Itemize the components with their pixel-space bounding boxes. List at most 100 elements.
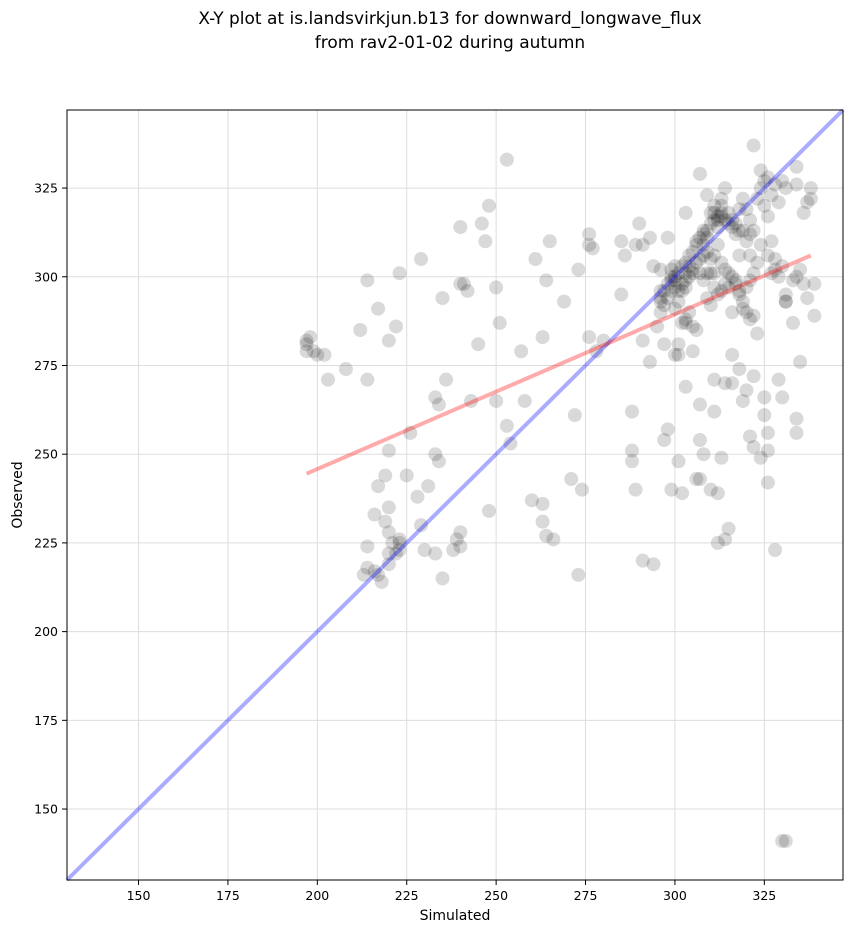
data-point bbox=[743, 312, 758, 327]
data-point bbox=[685, 262, 700, 277]
data-point bbox=[743, 248, 758, 263]
data-point bbox=[775, 833, 790, 848]
data-point bbox=[564, 472, 579, 487]
data-point bbox=[542, 234, 557, 249]
data-point bbox=[703, 252, 718, 267]
data-point bbox=[399, 468, 414, 483]
data-point bbox=[635, 237, 650, 252]
data-point bbox=[743, 213, 758, 227]
data-point bbox=[689, 237, 704, 252]
data-point bbox=[732, 362, 747, 377]
data-point bbox=[703, 216, 718, 231]
data-point bbox=[667, 269, 682, 284]
data-point bbox=[807, 276, 822, 291]
data-point bbox=[310, 347, 325, 362]
data-point bbox=[728, 216, 743, 231]
data-point bbox=[696, 227, 711, 242]
grid bbox=[67, 110, 843, 880]
data-point bbox=[771, 372, 786, 387]
data-point bbox=[717, 262, 732, 277]
data-point bbox=[725, 305, 740, 320]
data-point bbox=[446, 543, 461, 557]
data-point bbox=[689, 255, 704, 270]
data-point bbox=[714, 255, 729, 270]
data-point bbox=[732, 248, 747, 263]
data-point bbox=[660, 276, 675, 291]
data-point bbox=[696, 248, 711, 263]
data-point bbox=[628, 482, 643, 497]
data-point bbox=[803, 181, 818, 196]
data-point bbox=[671, 347, 686, 362]
data-point bbox=[692, 252, 707, 267]
data-point bbox=[692, 166, 707, 181]
data-point bbox=[685, 344, 700, 359]
data-point bbox=[664, 262, 679, 277]
data-point bbox=[696, 447, 711, 462]
y-tick-label: 225 bbox=[34, 535, 58, 550]
data-point bbox=[410, 489, 425, 504]
data-point bbox=[675, 486, 690, 501]
data-point bbox=[768, 262, 783, 277]
data-point bbox=[707, 198, 722, 213]
data-point bbox=[732, 283, 747, 298]
x-tick-label: 150 bbox=[127, 888, 151, 903]
data-point bbox=[381, 500, 396, 515]
data-point bbox=[360, 560, 375, 575]
data-point bbox=[678, 255, 693, 270]
data-point bbox=[667, 280, 682, 295]
data-point bbox=[778, 833, 793, 848]
data-point bbox=[746, 440, 761, 455]
data-point bbox=[657, 283, 672, 298]
data-point bbox=[299, 337, 314, 352]
data-point bbox=[757, 173, 772, 188]
data-point bbox=[392, 535, 407, 550]
data-point bbox=[807, 308, 822, 323]
data-point bbox=[528, 252, 543, 267]
y-tick-label: 250 bbox=[34, 447, 58, 462]
data-point bbox=[692, 433, 707, 447]
data-point bbox=[321, 372, 336, 387]
data-point bbox=[635, 553, 650, 568]
data-point bbox=[582, 330, 597, 345]
data-point bbox=[642, 354, 657, 369]
data-point bbox=[753, 450, 768, 465]
data-point bbox=[306, 344, 321, 359]
data-point bbox=[703, 205, 718, 220]
y-tick-label: 175 bbox=[34, 713, 58, 728]
data-point bbox=[567, 408, 582, 423]
data-point bbox=[356, 567, 371, 582]
data-point bbox=[682, 259, 697, 274]
data-point bbox=[785, 315, 800, 330]
data-point bbox=[760, 248, 775, 263]
data-point bbox=[517, 393, 532, 408]
data-point bbox=[474, 216, 489, 231]
data-point bbox=[739, 305, 754, 320]
data-point bbox=[628, 237, 643, 252]
data-point bbox=[431, 397, 446, 412]
data-point bbox=[428, 390, 443, 405]
x-axis-ticks: 150 175 200 225 250 275 300 325 bbox=[127, 880, 776, 903]
data-point bbox=[700, 230, 715, 245]
data-point bbox=[499, 152, 514, 167]
data-point bbox=[692, 230, 707, 245]
data-point bbox=[653, 283, 668, 298]
data-point bbox=[667, 301, 682, 316]
data-point bbox=[381, 546, 396, 561]
data-point bbox=[671, 337, 686, 352]
data-point bbox=[653, 262, 668, 277]
data-point bbox=[707, 266, 722, 281]
x-tick-label: 250 bbox=[484, 888, 508, 903]
data-point bbox=[660, 422, 675, 437]
data-point bbox=[657, 298, 672, 313]
data-point bbox=[750, 255, 765, 270]
data-point bbox=[714, 283, 729, 298]
data-point bbox=[617, 248, 632, 263]
data-point bbox=[717, 276, 732, 291]
data-point bbox=[785, 273, 800, 288]
data-point bbox=[650, 319, 665, 334]
data-point bbox=[635, 333, 650, 348]
data-point bbox=[678, 280, 693, 295]
data-point bbox=[746, 308, 761, 323]
data-point bbox=[596, 333, 611, 348]
data-point bbox=[728, 227, 743, 242]
